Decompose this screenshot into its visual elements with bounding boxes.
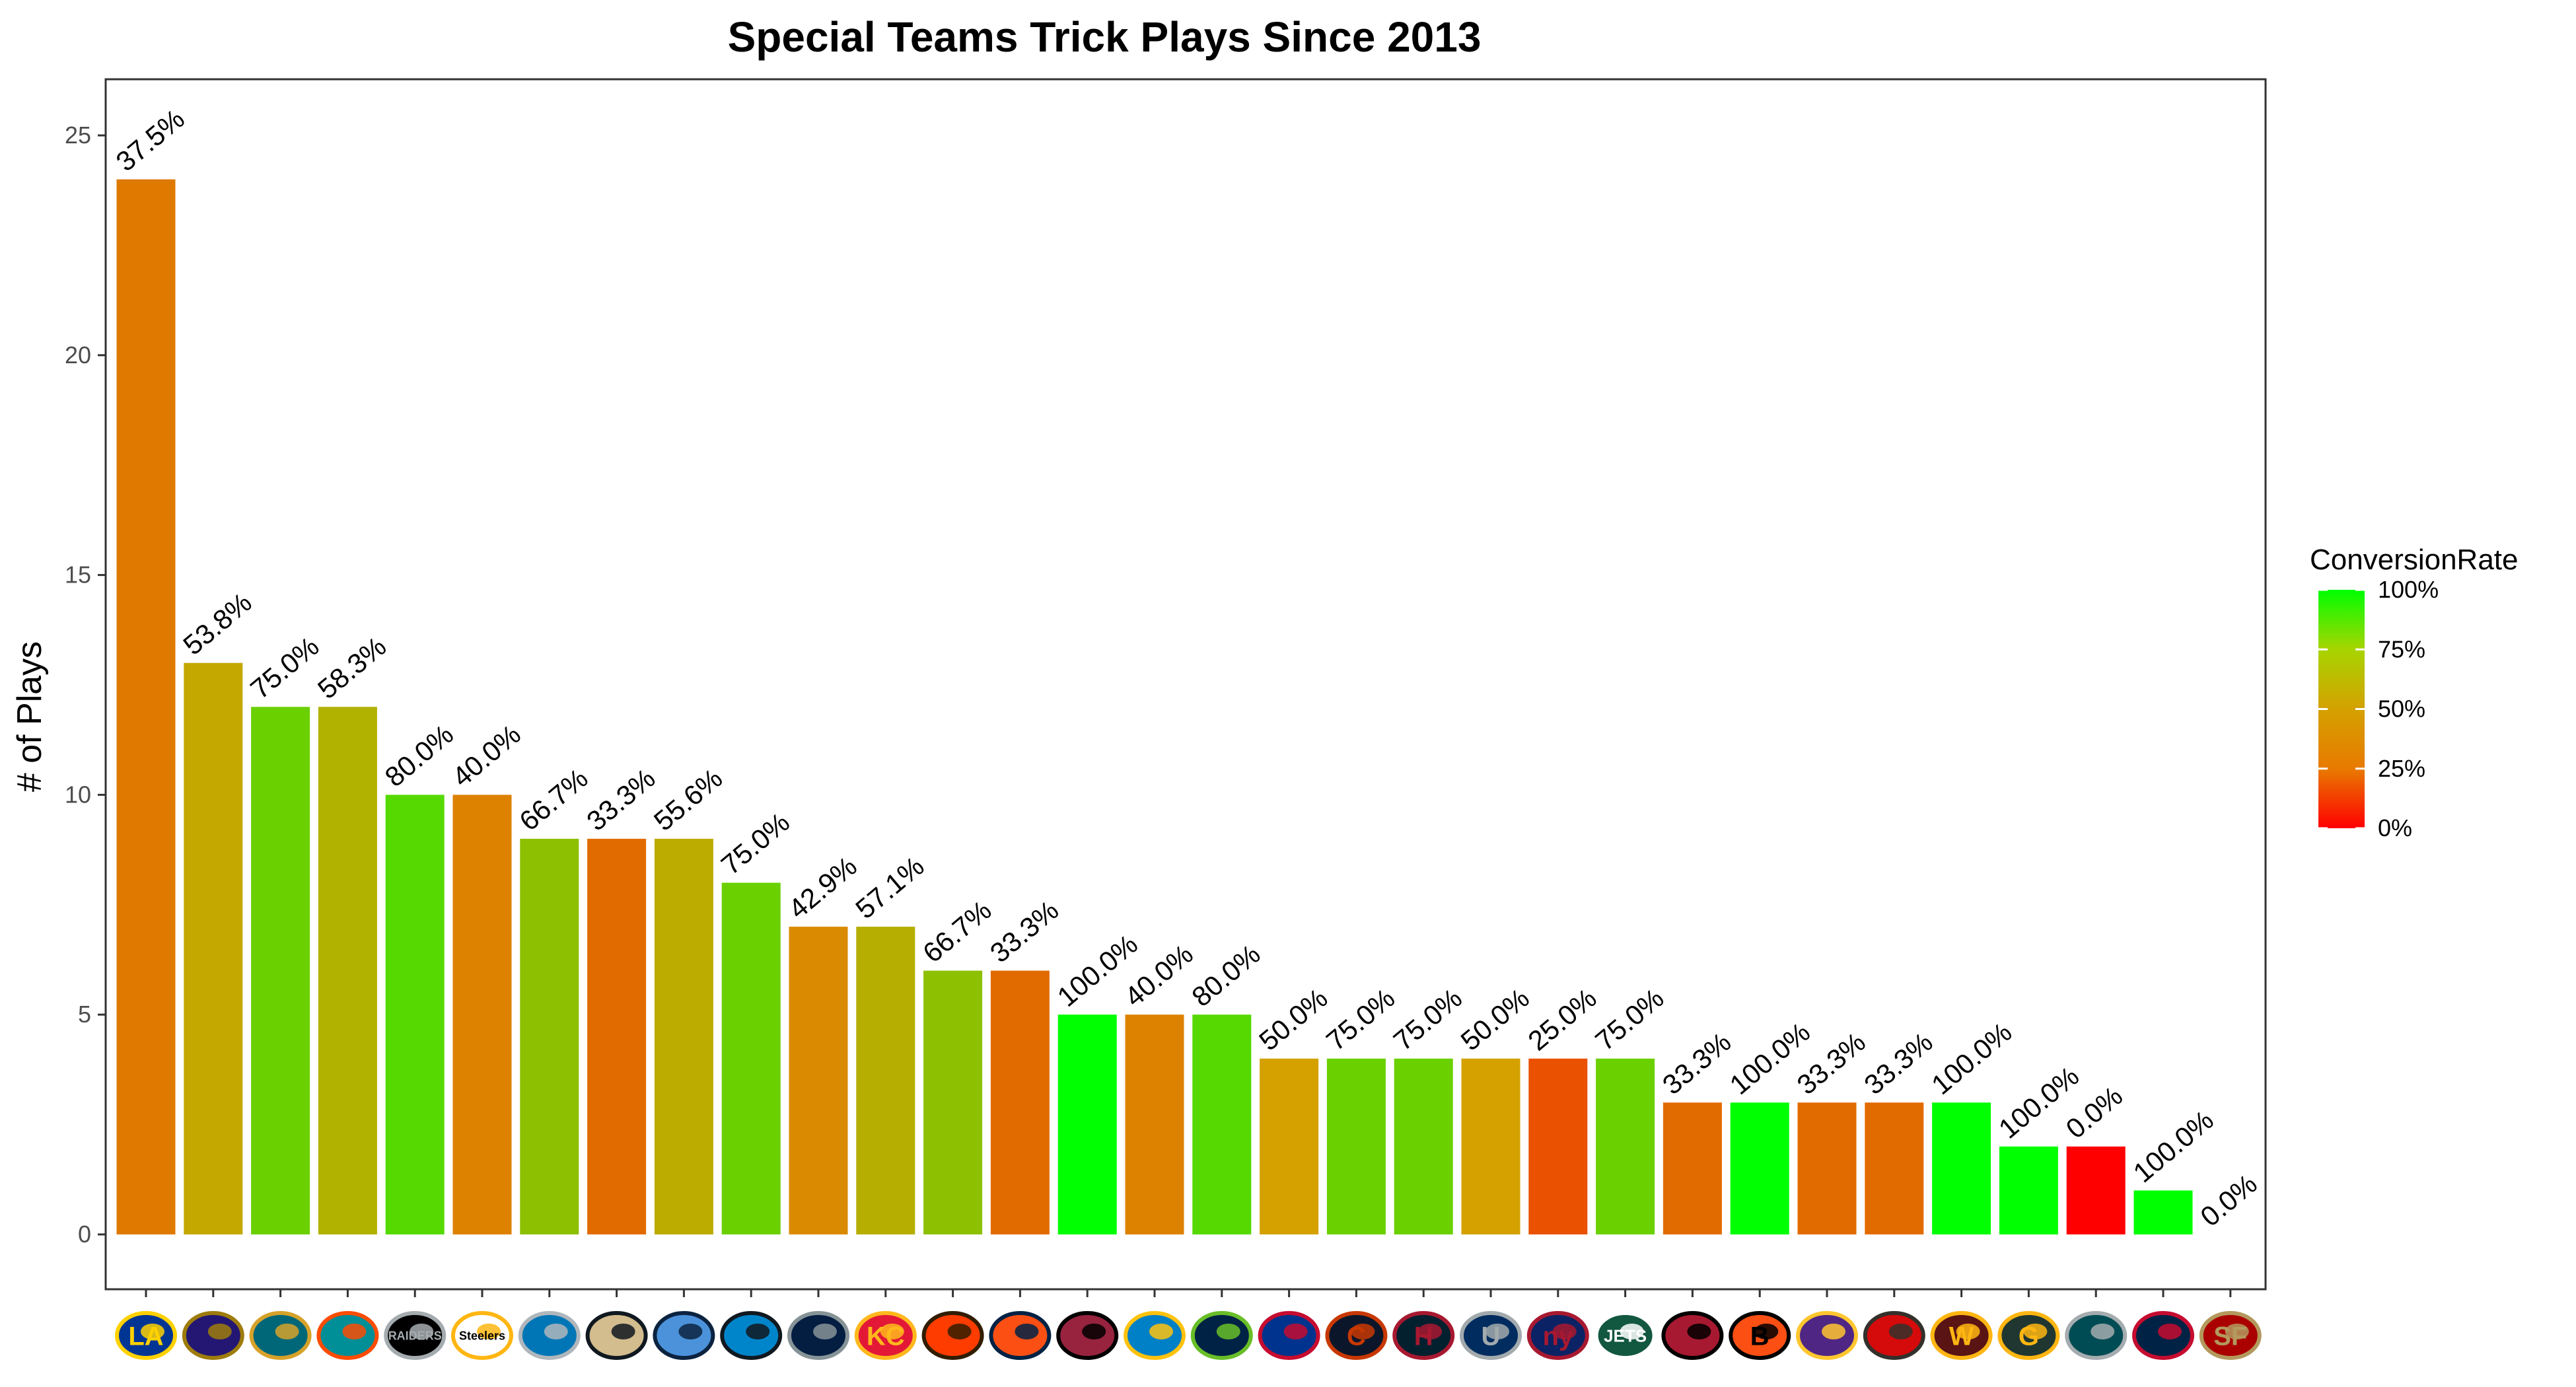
team-logo-ari (1056, 1311, 1119, 1360)
bar (654, 838, 713, 1234)
legend-tick-label: 75% (2378, 635, 2425, 662)
bar (721, 882, 781, 1234)
bar (1932, 1102, 1991, 1234)
team-logo-lac (1124, 1311, 1186, 1360)
legend-tick-label: 50% (2378, 695, 2425, 723)
team-logo-gb: G (1997, 1311, 2060, 1360)
team-logo-jax (249, 1311, 312, 1360)
legend-tick-label: 0% (2378, 814, 2412, 841)
bar (385, 795, 445, 1234)
bar (587, 838, 647, 1234)
team-logo-lv: RAIDERS (384, 1311, 447, 1360)
team-logo-cle (921, 1311, 984, 1360)
team-logo-buf (1258, 1311, 1320, 1360)
bar (1528, 1058, 1588, 1234)
bar (1663, 1102, 1722, 1234)
bar (1461, 1058, 1521, 1234)
team-logo-min (1796, 1311, 1858, 1360)
team-logo-tb (1863, 1311, 1925, 1360)
svg-text:JETS: JETS (1604, 1326, 1647, 1345)
bar (318, 707, 377, 1234)
team-logo-car (720, 1311, 783, 1360)
y-tick-label: 25 (65, 122, 91, 149)
legend-tick-label: 100% (2378, 576, 2439, 603)
svg-text:KC: KC (867, 1322, 905, 1351)
bar (1596, 1058, 1655, 1234)
svg-text:ny: ny (1542, 1322, 1573, 1351)
bar (1394, 1058, 1453, 1234)
bar (1797, 1102, 1857, 1234)
x-axis-ticks (145, 1289, 2232, 1297)
team-logo-phi (2065, 1311, 2128, 1360)
team-logo-sf: SF (2199, 1311, 2262, 1360)
team-logo-det (518, 1311, 581, 1360)
svg-text:RAIDERS: RAIDERS (388, 1329, 442, 1342)
svg-text:U: U (1482, 1322, 1501, 1351)
bar (1125, 1014, 1184, 1234)
y-tick-label: 5 (78, 1001, 91, 1028)
team-logo-hou: H (1392, 1311, 1455, 1360)
bar (1999, 1146, 2058, 1234)
bar (1865, 1102, 1924, 1234)
svg-text:C: C (1347, 1322, 1366, 1351)
bar (789, 927, 848, 1234)
bar (184, 662, 243, 1234)
svg-text:SF: SF (2213, 1322, 2247, 1351)
team-logo-was: W (1930, 1311, 1993, 1360)
y-tick-label: 0 (78, 1221, 91, 1248)
team-logo-no (585, 1311, 648, 1360)
bar (251, 707, 310, 1234)
bars-group (116, 179, 2193, 1234)
chart-title: Special Teams Trick Plays Since 2013 (728, 13, 1482, 61)
legend-ticks: 100% 75% 50% 25% 0% (2318, 576, 2439, 841)
bar (2066, 1146, 2126, 1234)
team-logo-mia (316, 1311, 379, 1360)
bar (1730, 1102, 1789, 1234)
team-logo-nyg: ny (1526, 1311, 1589, 1360)
bar (1260, 1058, 1319, 1234)
svg-text:H: H (1414, 1322, 1433, 1351)
svg-text:G: G (2019, 1322, 2039, 1351)
y-axis-label: # of Plays (11, 641, 49, 792)
bar (923, 970, 983, 1234)
team-logo-cin: B (1729, 1311, 1791, 1360)
team-logo-nyj: JETS (1594, 1311, 1657, 1360)
bar (856, 927, 915, 1234)
team-logo-sea (1190, 1311, 1253, 1360)
bar (1326, 1058, 1386, 1234)
bar (990, 970, 1050, 1234)
bar (1192, 1014, 1252, 1234)
team-logo-chi: C (1325, 1311, 1388, 1360)
svg-text:B: B (1750, 1322, 1770, 1351)
legend: ConversionRate 100% 75% 50% 25% 0% (2310, 544, 2519, 841)
svg-text:W: W (1949, 1322, 1974, 1351)
team-logo-ind: U (1460, 1311, 1522, 1360)
y-tick-label: 10 (65, 781, 91, 808)
bar (520, 838, 579, 1234)
bar (2133, 1190, 2193, 1234)
y-tick-label: 15 (65, 561, 91, 588)
team-logo-den (989, 1311, 1052, 1360)
svg-text:LA: LA (128, 1322, 163, 1351)
legend-title: ConversionRate (2310, 544, 2519, 576)
team-logo-ten (653, 1311, 715, 1360)
bar (1057, 1014, 1117, 1234)
bar (116, 179, 176, 1234)
team-logo-kc: KC (854, 1311, 917, 1360)
legend-tick-label: 25% (2378, 755, 2425, 782)
team-logo-pit: Steelers (451, 1311, 513, 1360)
y-axis-ticks: 0 5 10 15 20 25 (65, 122, 106, 1248)
y-tick-label: 20 (65, 341, 91, 369)
team-logo-la: LA (115, 1311, 177, 1360)
svg-text:Steelers: Steelers (459, 1329, 505, 1342)
bar (452, 795, 512, 1234)
team-logo-bal (182, 1311, 244, 1360)
team-logo-atl (1661, 1311, 1724, 1360)
team-logo-dal (787, 1311, 849, 1360)
team-logo-ne (2132, 1311, 2194, 1360)
